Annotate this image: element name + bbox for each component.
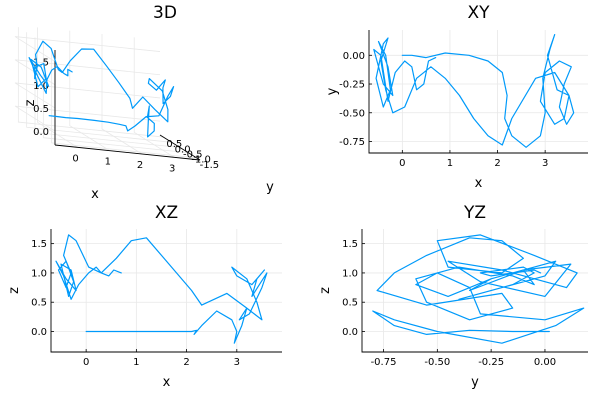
gridline-y xyxy=(26,32,172,143)
z-tick-label: 1.5 xyxy=(33,58,49,69)
gridline-y xyxy=(51,47,197,159)
series-line xyxy=(372,234,585,344)
x-tick-label: 3 xyxy=(169,163,175,174)
y-axis-label: z xyxy=(7,287,22,294)
y-tick-label: 1.5 xyxy=(342,239,358,250)
series-line xyxy=(55,234,268,344)
y-tick-label: -0.50 xyxy=(339,108,365,119)
x-tick-label: 0 xyxy=(399,158,405,169)
gridline-z xyxy=(14,82,161,109)
chart-title: YZ xyxy=(463,203,486,223)
gridline-z xyxy=(14,36,161,62)
chart-xy: 0 1 2 3 0.00 -0.25 -0.50 -0.75 XY x y xyxy=(325,3,588,191)
x-tick-label: 1 xyxy=(447,158,453,169)
y-tick-label: 0.5 xyxy=(166,139,182,150)
y-tick-label: -0.5 xyxy=(183,150,203,161)
x-tick-label: 1 xyxy=(105,157,111,168)
x-tick-label: 3 xyxy=(542,158,548,169)
x-axis-label: x xyxy=(91,187,99,202)
gridline-x xyxy=(133,37,175,158)
x-tick-label: 1 xyxy=(133,357,139,368)
y-tick-label: -0.25 xyxy=(339,80,365,91)
series-line xyxy=(28,40,175,138)
axis-frame xyxy=(50,229,282,353)
x-axis-line xyxy=(54,144,201,161)
chart-title: XZ xyxy=(155,203,178,223)
x-tick-label: -0.50 xyxy=(424,357,450,368)
y-axis-label: z xyxy=(318,287,333,294)
y-tick-label: 1.0 xyxy=(31,268,47,279)
y-tick-label: 0.5 xyxy=(31,298,47,309)
y-tick-label: 0.0 xyxy=(342,327,358,338)
z-tick-label: 0.5 xyxy=(33,104,49,115)
y-axis-label: y xyxy=(325,87,340,95)
axis-frame xyxy=(361,229,588,353)
x-tick-label: 2 xyxy=(494,158,500,169)
x-tick-label: 3 xyxy=(234,357,240,368)
x-axis-label: x xyxy=(475,176,483,191)
x-tick-label: 2 xyxy=(137,160,143,171)
chart-yz: -0.75 -0.50 -0.25 0.00 0.0 0.5 1.0 1.5 YZ y z xyxy=(318,203,588,390)
chart-title: XY xyxy=(467,3,490,23)
x-tick-label: 0 xyxy=(83,357,89,368)
y-axis-line xyxy=(159,134,201,161)
gridline-y xyxy=(17,27,164,138)
chart-xz: 0 1 2 3 0.0 0.5 1.0 1.5 XZ x z xyxy=(7,203,282,390)
x-tick-label: 0.00 xyxy=(534,357,556,368)
y-tick-label: 0.0 xyxy=(31,327,47,338)
series-line xyxy=(373,33,575,148)
y-tick-label: 0.00 xyxy=(343,51,365,62)
y-tick-label: 1.0 xyxy=(342,268,358,279)
y-tick-label: -0.75 xyxy=(339,137,365,148)
x-tick-label: 0 xyxy=(72,153,78,164)
z-tick-label: 1.0 xyxy=(33,81,49,92)
y-axis-label: y xyxy=(266,180,274,195)
gridline-x xyxy=(37,27,78,148)
y-tick-label: 1.5 xyxy=(31,239,47,250)
gridline-z xyxy=(14,105,161,132)
y-tick-label: 0.5 xyxy=(342,298,358,309)
z-tick-label: 0.0 xyxy=(33,127,49,138)
x-tick-label: 2 xyxy=(183,357,189,368)
axis-frame xyxy=(368,30,588,154)
gridline-y xyxy=(42,42,189,154)
x-axis-label: y xyxy=(471,375,479,390)
y-tick-label: -1.0 xyxy=(191,155,211,166)
x-tick-label: -0.75 xyxy=(371,357,397,368)
y-tick-label: 0.0 xyxy=(175,144,191,155)
y-tick-label: -1.5 xyxy=(200,160,220,171)
z-axis-label: z xyxy=(23,99,38,106)
chart-title: 3D xyxy=(153,3,177,23)
x-tick-label: -0.25 xyxy=(478,357,504,368)
x-axis-label: x xyxy=(163,375,171,390)
gridline-x xyxy=(101,34,143,155)
